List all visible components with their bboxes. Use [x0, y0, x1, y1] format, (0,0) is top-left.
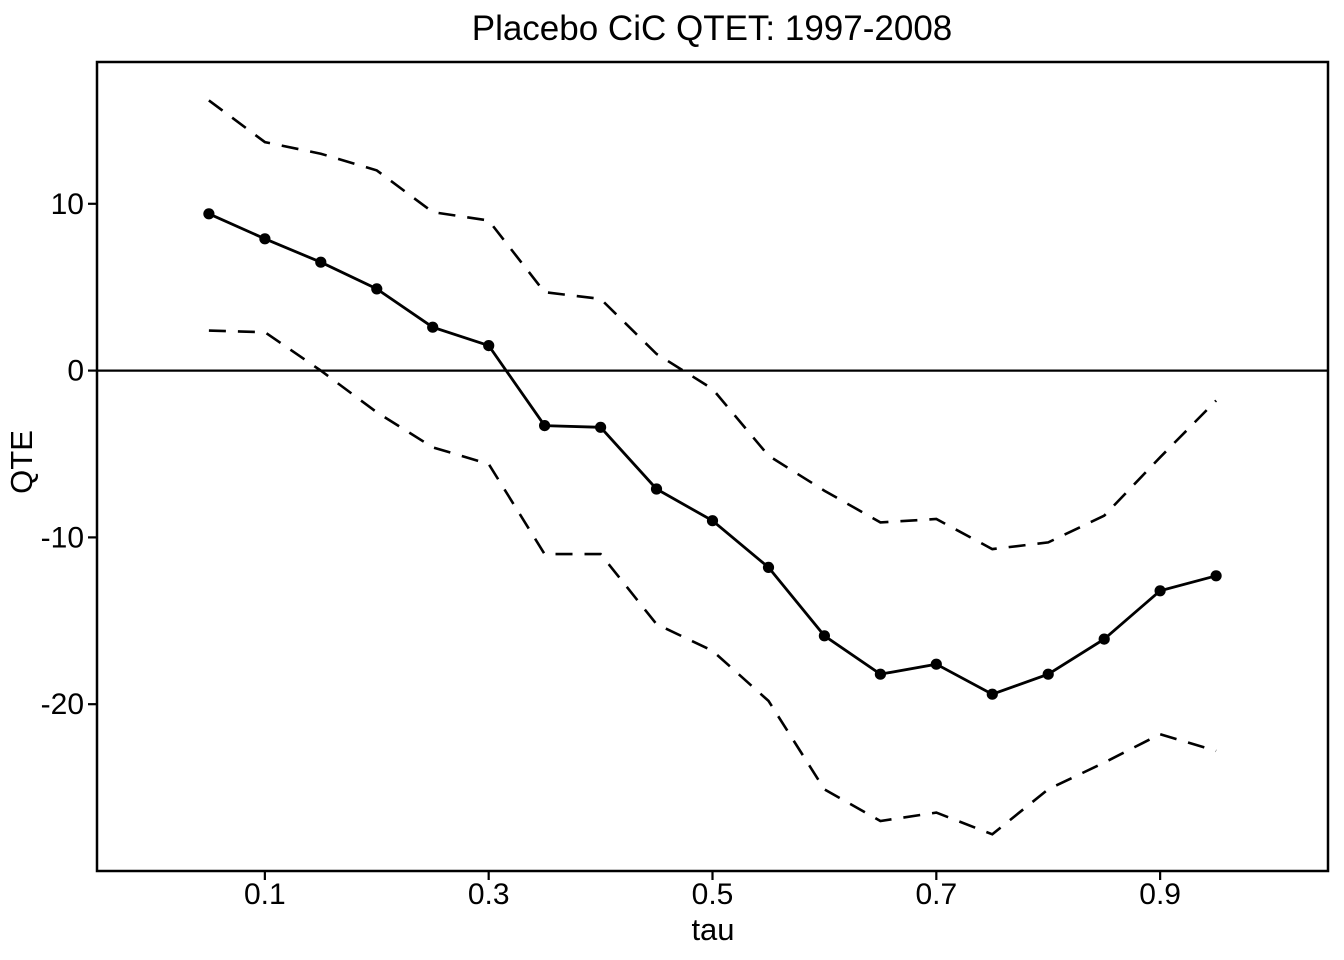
data-point-marker — [595, 421, 607, 433]
x-axis-label: tau — [691, 912, 734, 947]
data-point-marker — [650, 483, 663, 495]
data-point-marker — [483, 340, 495, 352]
data-point-marker — [1042, 668, 1054, 680]
y-tick-label: 10 — [51, 188, 84, 221]
y-tick-label: 0 — [67, 355, 84, 388]
y-tick-label: -10 — [41, 521, 84, 554]
data-point-marker — [371, 283, 383, 295]
data-point-marker — [930, 658, 942, 670]
qte_estimate-line — [208, 212, 1217, 696]
x-tick-label: 0.3 — [468, 878, 510, 911]
upper_confidence_band-line — [208, 99, 1218, 551]
data-point-marker — [986, 688, 998, 700]
plot-border — [95, 60, 1330, 873]
data-point-marker — [427, 321, 439, 333]
data-point-marker — [1098, 633, 1110, 645]
data-point-marker — [539, 420, 551, 432]
data-point-marker — [818, 630, 831, 642]
data-point-marker — [203, 208, 215, 220]
y-axis-label: QTE — [4, 430, 39, 494]
x-tick-label: 0.7 — [915, 878, 957, 911]
x-tick-label: 0.9 — [1139, 878, 1181, 911]
data-point-marker — [874, 668, 887, 680]
data-point-marker — [762, 561, 775, 574]
data-point-marker — [706, 515, 719, 527]
data-point-marker — [259, 233, 271, 245]
y-tick-label: -20 — [41, 688, 84, 721]
data-point-marker — [315, 256, 327, 268]
lower_confidence_band-line — [208, 329, 1217, 836]
plot-area: 0.1 0.3 0.5 0.7 0.9 10 0 -10 -20 — [41, 60, 1330, 911]
x-tick-label: 0.5 — [692, 878, 734, 911]
data-point-marker — [1154, 585, 1166, 597]
x-tick-label: 0.1 — [244, 878, 286, 911]
chart-title: Placebo CiC QTET: 1997-2008 — [472, 9, 953, 48]
data-point-marker — [1210, 570, 1222, 582]
